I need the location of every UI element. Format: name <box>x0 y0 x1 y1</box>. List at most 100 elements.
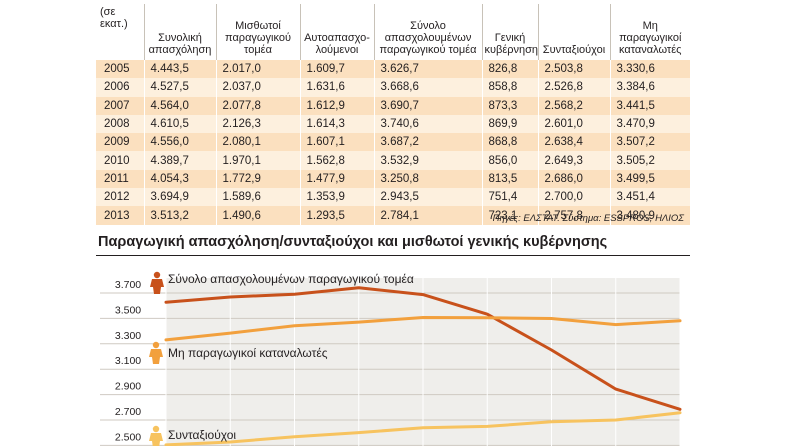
value-cell: 751,4 <box>481 188 538 207</box>
value-cell: 1.631,6 <box>299 78 374 97</box>
y-axis-ticks: 3.700 3.500 3.300 3.100 2.900 2.700 2.500 <box>115 279 141 443</box>
value-cell: 873,3 <box>481 96 538 115</box>
value-cell: 2.601,0 <box>537 114 610 134</box>
series-labels: Σύνολο απασχολουμένων παραγωγικού τομέα Μ… <box>149 271 414 446</box>
value-cell: 1.293,5 <box>299 206 374 225</box>
value-cell: 3.470,9 <box>609 114 690 134</box>
value-cell: 1.772,9 <box>215 169 300 189</box>
value-cell: 1.477,9 <box>299 169 374 189</box>
series-label: Συνταξιούχοι <box>168 428 236 442</box>
value-cell: 4.610,5 <box>143 114 216 134</box>
value-cell: 4.564,0 <box>143 96 216 115</box>
unit-label: (σε εκατ.) <box>100 6 128 30</box>
value-cell: 2.568,2 <box>537 96 610 115</box>
year-cell: 2007 <box>96 96 144 115</box>
table-row: 2007 4.564,0 2.077,8 1.612,9 3.690,7 873,3 2.5… <box>96 96 690 115</box>
y-tick-label: 2.900 <box>115 381 141 393</box>
value-cell: 3.690,7 <box>373 96 482 115</box>
table-row: 2008 4.610,5 2.126,3 1.614,3 3.740,6 869,9 2.6… <box>96 114 690 134</box>
value-cell: 1.490,6 <box>215 206 300 225</box>
table-header-row: (σε εκατ.) Συνολική απασχόληση Μισθωτοί … <box>96 4 690 60</box>
value-cell: 4.556,0 <box>143 133 216 152</box>
value-cell: 2.649,3 <box>537 151 610 170</box>
value-cell: 1.607,1 <box>299 133 374 152</box>
y-tick-label: 3.500 <box>115 304 141 316</box>
series-line <box>164 411 682 446</box>
series-layer <box>164 286 682 446</box>
value-cell: 2.077,8 <box>215 96 300 115</box>
value-cell: 1.612,9 <box>299 96 374 115</box>
table-row: 2009 4.556,0 2.080,1 1.607,1 3.687,2 868,8 2.6… <box>96 133 690 152</box>
line-chart: 3.700 3.500 3.300 3.100 2.900 2.700 2.500 Σύνο… <box>100 271 682 446</box>
column-header: Αυτοαπασχο- λούμενοι <box>299 4 374 60</box>
grid-layer <box>100 278 681 446</box>
value-cell: 2.638,4 <box>537 133 610 152</box>
value-cell: 2.037,0 <box>215 78 300 97</box>
table-row: 2013 3.513,2 1.490,6 1.293,5 2.784,1 723,1 2.7… <box>96 206 690 225</box>
year-cell: 2005 <box>96 60 144 79</box>
value-cell: 3.480,9 <box>609 206 690 225</box>
value-cell: 2.757,8 <box>537 206 610 225</box>
value-cell: 1.970,1 <box>215 151 300 170</box>
column-header: Σύνολο απασχολουμένων παραγωγικού τομέα <box>373 4 482 60</box>
year-cell: 2009 <box>96 133 144 152</box>
table-row: 2010 4.389,7 1.970,1 1.562,8 3.532,9 856,0 2.6… <box>96 151 690 170</box>
value-cell: 3.451,4 <box>609 188 690 207</box>
value-cell: 3.330,6 <box>609 60 690 79</box>
series-label: Μη παραγωγικοί καταναλωτές <box>168 346 328 360</box>
value-cell: 3.384,6 <box>609 78 690 97</box>
year-cell: 2011 <box>96 169 144 189</box>
column-header: Συνολική απασχόληση <box>143 4 216 60</box>
value-cell: 4.054,3 <box>143 169 216 189</box>
value-cell: 2.943,5 <box>373 188 482 207</box>
chart-title: Παραγωγική απασχόληση/συνταξιούχοι και μ… <box>98 234 608 250</box>
column-header: Μισθωτοί παραγωγικού τομέα <box>215 4 300 60</box>
value-cell: 2.017,0 <box>215 60 300 79</box>
year-cell: 2010 <box>96 151 144 170</box>
value-cell: 3.505,2 <box>609 151 690 170</box>
value-cell: 4.443,5 <box>143 60 216 79</box>
y-tick-label: 3.300 <box>115 330 141 342</box>
value-cell: 3.532,9 <box>373 151 482 170</box>
year-cell: 2006 <box>96 78 144 97</box>
value-cell: 1.562,8 <box>299 151 374 170</box>
title-divider <box>96 255 690 256</box>
column-header: Συνταξιούχοι <box>537 4 610 60</box>
value-cell: 4.527,5 <box>143 78 216 97</box>
data-table: (σε εκατ.) Συνολική απασχόληση Μισθωτοί … <box>96 4 690 225</box>
value-cell: 826,8 <box>481 60 538 79</box>
value-cell: 813,5 <box>481 169 538 189</box>
value-cell: 3.740,6 <box>373 114 482 134</box>
year-cell: 2013 <box>96 206 144 225</box>
source-note: Πηγές: ΕΛΣΤΑΤ. Σύστημα: ESSPROS, ΗΛΙΟΣ <box>492 213 684 224</box>
value-cell: 3.441,5 <box>609 96 690 115</box>
y-tick-label: 3.100 <box>115 355 141 367</box>
value-cell: 3.250,8 <box>373 169 482 189</box>
table-body: 2005 4.443,5 2.017,0 1.609,7 3.626,7 826,8 2.5… <box>96 60 690 225</box>
table-row: 2006 4.527,5 2.037,0 1.631,6 3.668,6 858,8 2.5… <box>96 78 690 97</box>
value-cell: 2.526,8 <box>537 78 610 97</box>
value-cell: 856,0 <box>481 151 538 170</box>
value-cell: 1.609,7 <box>299 60 374 79</box>
value-cell: 1.589,6 <box>215 188 300 207</box>
value-cell: 2.700,0 <box>537 188 610 207</box>
year-cell: 2012 <box>96 188 144 207</box>
column-header: Μη παραγωγικοί καταναλωτές <box>609 4 690 60</box>
value-cell: 868,8 <box>481 133 538 152</box>
column-header: Γενική κυβέρνηση <box>481 4 538 60</box>
value-cell: 3.513,2 <box>143 206 216 225</box>
table-row: 2011 4.054,3 1.772,9 1.477,9 3.250,8 813,5 2.6… <box>96 169 690 189</box>
value-cell: 858,8 <box>481 78 538 97</box>
value-cell: 1.614,3 <box>299 114 374 134</box>
table-row: 2012 3.694,9 1.589,6 1.353,9 2.943,5 751,4 2.7… <box>96 188 690 207</box>
series-label: Σύνολο απασχολουμένων παραγωγικού τομέα <box>168 272 414 286</box>
value-cell: 3.499,5 <box>609 169 690 189</box>
value-cell: 3.626,7 <box>373 60 482 79</box>
value-cell: 2.784,1 <box>373 206 482 225</box>
person-icon <box>150 271 164 294</box>
value-cell: 3.507,2 <box>609 133 690 152</box>
value-cell: 2.126,3 <box>215 114 300 134</box>
value-cell: 4.389,7 <box>143 151 216 170</box>
table-row: 2005 4.443,5 2.017,0 1.609,7 3.626,7 826,8 2.5… <box>96 60 690 79</box>
